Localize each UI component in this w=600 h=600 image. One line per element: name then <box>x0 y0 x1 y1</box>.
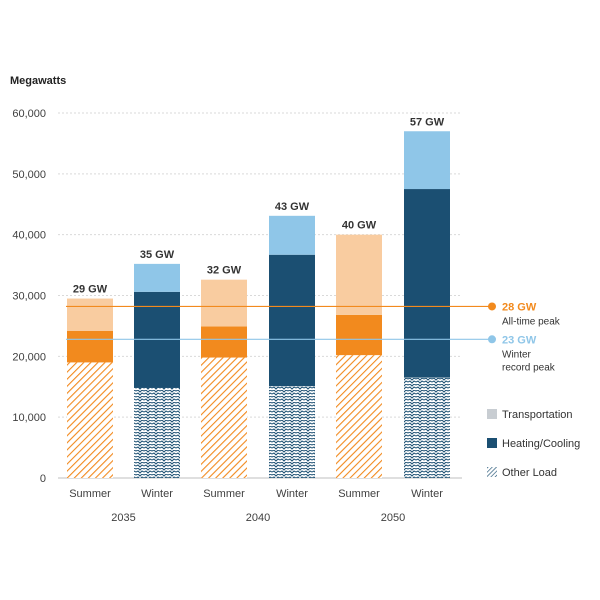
bar-total-label: 40 GW <box>342 220 377 232</box>
bar-segment-other-load <box>201 357 247 478</box>
y-tick-label: 10,000 <box>12 412 46 424</box>
y-tick-label: 40,000 <box>12 230 46 242</box>
bar-total-label: 57 GW <box>410 116 445 128</box>
bar-segment-heating-cooling <box>67 330 113 363</box>
bar-2050-summer: 40 GW <box>336 220 382 478</box>
reference-dot <box>488 335 496 344</box>
bar-segment-transportation <box>404 131 450 190</box>
gridlines <box>58 112 462 479</box>
bar-segment-transportation <box>67 298 113 331</box>
legend: Transportation Heating/Cooling Other Load <box>487 409 580 479</box>
y-tick-label: 30,000 <box>12 291 46 303</box>
reference-desc: record peak <box>502 362 556 373</box>
legend-label: Other Load <box>502 467 557 479</box>
reference-lines: 28 GW All-time peak 23 GW Winter record peak <box>66 301 561 373</box>
bar-2040-winter: 43 GW <box>269 201 315 478</box>
y-axis-ticks: 0 10,000 20,000 30,000 40,000 50,000 60,000 <box>12 108 46 485</box>
y-tick-label: 50,000 <box>12 169 46 181</box>
group-label-2050: 2050 <box>381 512 405 524</box>
reference-value: 23 GW <box>502 334 537 346</box>
legend-item-transportation: Transportation <box>487 409 573 421</box>
bars: 29 GW 35 GW 32 GW 43 GW 40 GW 57 GW <box>67 116 450 478</box>
x-tick-label: Winter <box>276 488 308 500</box>
reference-desc: All-time peak <box>502 316 561 327</box>
reference-dot <box>488 302 496 311</box>
y-axis-title: Megawatts <box>10 75 66 87</box>
bar-total-label: 43 GW <box>275 201 310 213</box>
bar-segment-heating-cooling <box>134 291 180 388</box>
bar-segment-other-load <box>269 386 315 478</box>
group-label-2035: 2035 <box>111 512 135 524</box>
bar-segment-heating-cooling <box>404 189 450 378</box>
bar-2035-summer: 29 GW <box>67 284 113 478</box>
legend-label: Heating/Cooling <box>502 438 580 450</box>
reference-line-0: 28 GW All-time peak <box>66 301 561 327</box>
bar-total-label: 29 GW <box>73 284 108 296</box>
bar-segment-other-load <box>67 362 113 478</box>
bar-segment-transportation <box>134 263 180 292</box>
legend-item-heating-cooling: Heating/Cooling <box>487 438 580 450</box>
x-tick-label: Summer <box>69 488 111 500</box>
reference-value: 28 GW <box>502 301 537 313</box>
bar-2040-summer: 32 GW <box>201 265 247 478</box>
y-tick-label: 20,000 <box>12 351 46 363</box>
x-tick-label: Summer <box>338 488 380 500</box>
legend-swatch <box>487 409 497 419</box>
x-tick-label: Winter <box>411 488 443 500</box>
reference-line-1: 23 GW Winter record peak <box>66 334 556 373</box>
bar-segment-transportation <box>336 234 382 315</box>
bar-segment-transportation <box>201 279 247 327</box>
legend-label: Transportation <box>502 409 573 421</box>
reference-desc: Winter <box>502 349 532 360</box>
bar-segment-heating-cooling <box>201 326 247 358</box>
bar-total-label: 32 GW <box>207 265 242 277</box>
x-tick-label: Summer <box>203 488 245 500</box>
bar-segment-heating-cooling <box>269 254 315 387</box>
y-tick-label: 60,000 <box>12 108 46 120</box>
bar-2050-winter: 57 GW <box>404 116 450 478</box>
x-axis-labels: Summer Winter Summer Winter Summer Winter 2035… <box>69 488 443 524</box>
bar-segment-other-load <box>336 355 382 478</box>
bar-total-label: 35 GW <box>140 249 175 261</box>
bar-segment-other-load <box>134 387 180 478</box>
legend-item-other: Other Load <box>487 467 557 479</box>
bar-2035-winter: 35 GW <box>134 249 180 478</box>
bar-segment-transportation <box>269 215 315 255</box>
bar-segment-heating-cooling <box>336 314 382 356</box>
legend-swatch <box>487 438 497 448</box>
y-tick-label: 0 <box>40 473 46 485</box>
legend-swatch <box>487 467 497 477</box>
group-label-2040: 2040 <box>246 512 270 524</box>
x-tick-label: Winter <box>141 488 173 500</box>
bar-segment-other-load <box>404 377 450 478</box>
